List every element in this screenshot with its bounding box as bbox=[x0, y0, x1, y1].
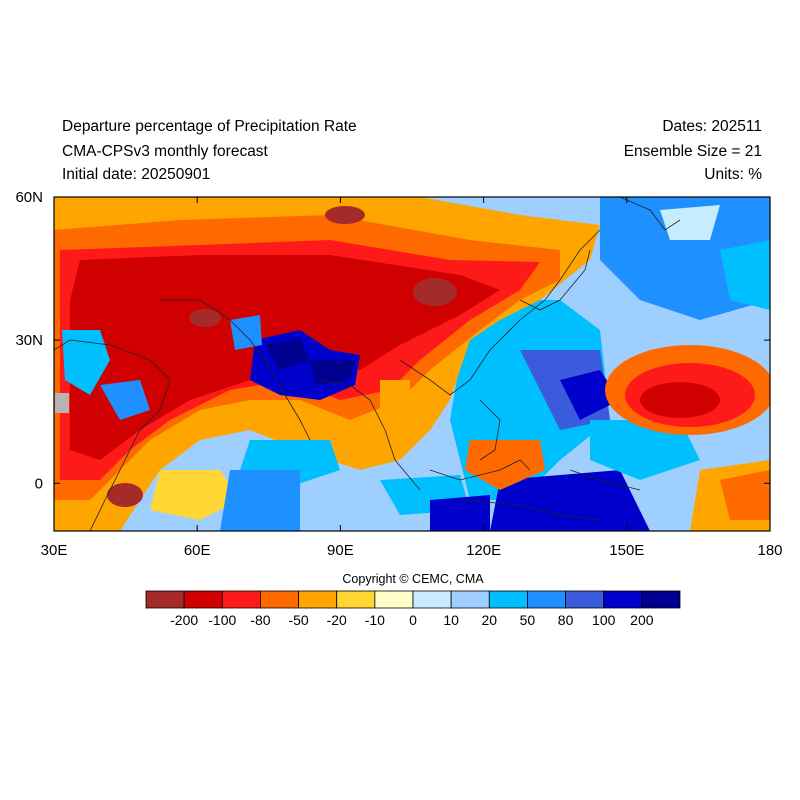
colorbar-swatch bbox=[527, 590, 566, 609]
colorbar-label: 100 bbox=[592, 612, 616, 628]
colorbar-swatch bbox=[641, 590, 681, 609]
colorbar-swatch bbox=[221, 590, 261, 609]
lon-tick-label: 90E bbox=[327, 542, 354, 559]
colorbar-swatch bbox=[412, 590, 452, 609]
lon-tick-label: 180 bbox=[757, 542, 782, 559]
colorbar-swatch bbox=[565, 590, 605, 609]
anomaly-field bbox=[54, 197, 770, 531]
lat-tick-label: 0 bbox=[35, 475, 43, 492]
map-title: Departure percentage of Precipitation Ra… bbox=[62, 118, 357, 135]
ensemble-size: Ensemble Size = 21 bbox=[623, 143, 762, 160]
map-frame bbox=[53, 196, 771, 532]
colorbar-label: 50 bbox=[520, 612, 536, 628]
colorbar-label: -200 bbox=[170, 612, 198, 628]
colorbar-label: 20 bbox=[481, 612, 497, 628]
colorbar-swatch bbox=[336, 590, 376, 609]
lon-tick-label: 60E bbox=[184, 542, 211, 559]
colorbar-label: 80 bbox=[558, 612, 574, 628]
axis-ticks: 30E 60E 90E 120E 150E 180 60N 30N 0 bbox=[15, 189, 782, 559]
colorbar: -200 -100 -80 -50 -20 -10 0 10 20 50 80 100 200 bbox=[145, 590, 681, 628]
lat-tick-label: 60N bbox=[15, 189, 43, 206]
colorbar-swatch bbox=[145, 590, 185, 609]
colorbar-label: -20 bbox=[327, 612, 347, 628]
lat-tick-label: 30N bbox=[15, 332, 43, 349]
colorbar-label: 200 bbox=[630, 612, 654, 628]
lon-tick-label: 30E bbox=[41, 542, 68, 559]
colorbar-label: -80 bbox=[250, 612, 270, 628]
colorbar-swatch bbox=[450, 590, 490, 609]
lon-tick-label: 150E bbox=[609, 542, 644, 559]
colorbar-label: -100 bbox=[208, 612, 236, 628]
model-label: CMA-CPSv3 monthly forecast bbox=[62, 143, 268, 160]
colorbar-label: -50 bbox=[288, 612, 308, 628]
lon-tick-label: 120E bbox=[466, 542, 501, 559]
colorbar-swatch bbox=[488, 590, 528, 609]
colorbar-swatch bbox=[298, 590, 338, 609]
colorbar-label: 0 bbox=[409, 612, 417, 628]
units-label: Units: % bbox=[704, 166, 762, 183]
colorbar-swatch bbox=[183, 590, 223, 609]
copyright-text: Copyright © CEMC, CMA bbox=[342, 572, 484, 586]
colorbar-swatch bbox=[374, 590, 414, 609]
colorbar-swatch bbox=[260, 590, 299, 609]
colorbar-label: 10 bbox=[443, 612, 459, 628]
initial-date: Initial date: 20250901 bbox=[62, 166, 211, 183]
colorbar-swatch bbox=[603, 590, 643, 609]
colorbar-label: -10 bbox=[365, 612, 385, 628]
forecast-dates: Dates: 202511 bbox=[662, 118, 762, 135]
